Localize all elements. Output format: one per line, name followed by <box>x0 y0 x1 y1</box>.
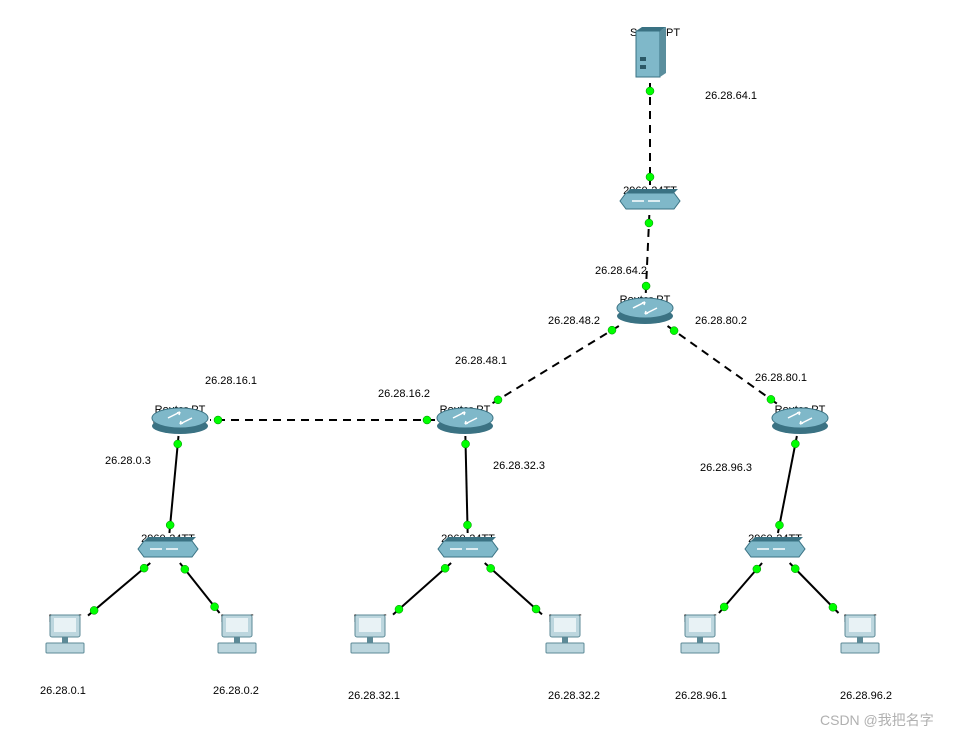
port-dot <box>494 396 502 404</box>
port-dot <box>462 440 470 448</box>
port-dot <box>214 416 222 424</box>
port-dot <box>487 564 495 572</box>
port-dot <box>645 219 653 227</box>
port-dot <box>90 606 98 614</box>
port-dot <box>463 521 471 529</box>
port-dot <box>767 395 775 403</box>
port-dot <box>441 564 449 572</box>
port-dot <box>174 440 182 448</box>
port-dot-layer <box>0 0 971 737</box>
port-dot <box>670 327 678 335</box>
port-dot <box>720 603 728 611</box>
port-dot <box>775 521 783 529</box>
port-dot <box>532 605 540 613</box>
port-dot <box>140 564 148 572</box>
port-dot <box>791 565 799 573</box>
port-dot <box>166 521 174 529</box>
port-dot <box>791 440 799 448</box>
port-dot <box>181 565 189 573</box>
port-dot <box>642 282 650 290</box>
port-dot <box>829 603 837 611</box>
port-dot <box>753 565 761 573</box>
network-diagram: Server-PT WEB 2960-24TT Switch0 Router-P… <box>0 0 971 737</box>
port-dot <box>211 603 219 611</box>
port-dot <box>646 173 654 181</box>
port-dot <box>423 416 431 424</box>
watermark: CSDN @我把名字 <box>820 710 934 730</box>
port-dot <box>395 605 403 613</box>
port-dot <box>608 326 616 334</box>
port-dot <box>646 87 654 95</box>
